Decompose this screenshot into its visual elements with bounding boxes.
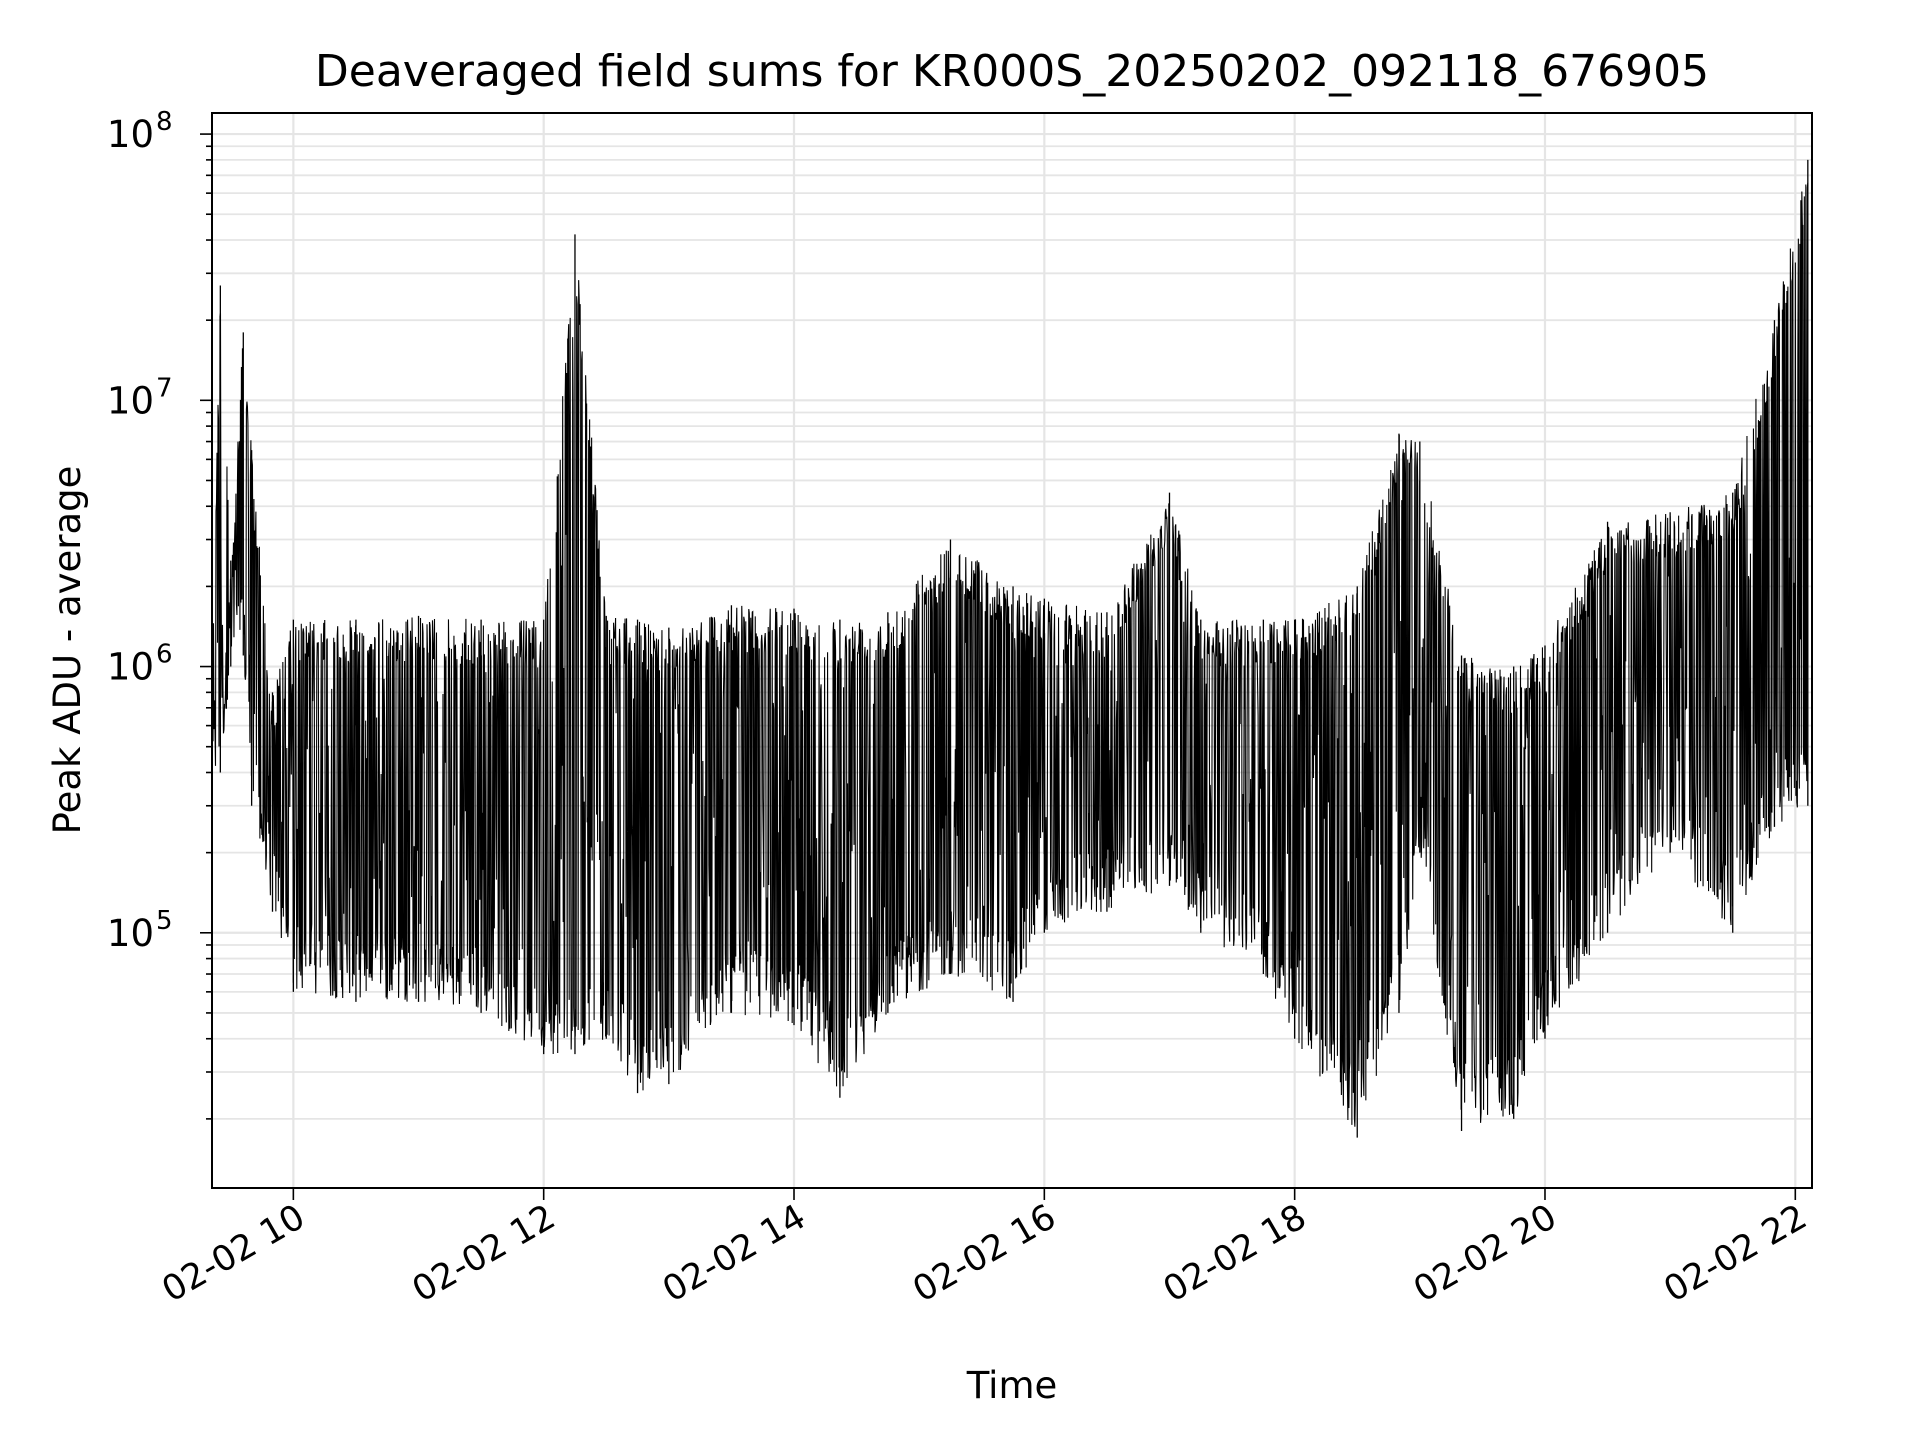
y-tick-label-exponent: 5 (156, 906, 173, 936)
y-tick-label-exponent: 8 (156, 107, 173, 137)
y-tick-label: 10 (107, 113, 154, 156)
y-tick-label: 10 (107, 912, 154, 955)
y-tick-label: 10 (107, 646, 154, 689)
series-line (212, 182, 1809, 1127)
x-axis-label: Time (966, 1364, 1058, 1407)
y-tick-label: 10 (107, 379, 154, 422)
y-axis-label: Peak ADU - average (46, 466, 89, 835)
y-tick-label-exponent: 7 (156, 373, 173, 403)
plot-frame (211, 112, 1813, 1189)
y-tick-label-exponent: 6 (156, 640, 173, 670)
chart-title: Deaveraged field sums for KR000S_2025020… (315, 46, 1709, 97)
series-layer (212, 159, 1809, 1138)
